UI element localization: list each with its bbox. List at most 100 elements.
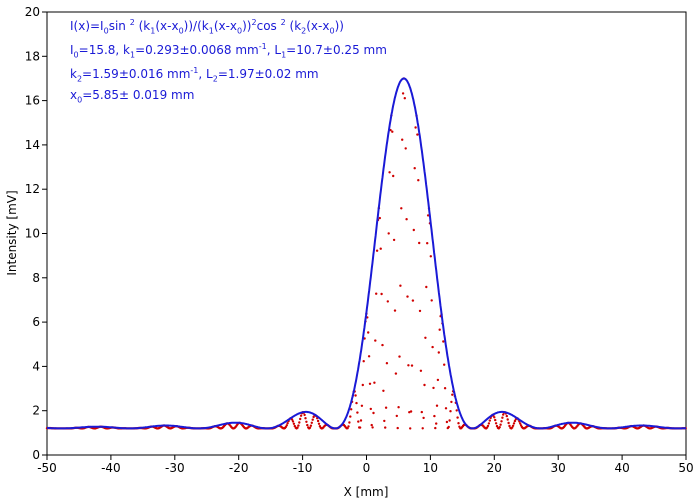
- y-tick-label: 14: [25, 138, 40, 152]
- data-point: [455, 409, 458, 412]
- data-point: [435, 422, 438, 425]
- data-point: [374, 339, 377, 342]
- data-point: [426, 214, 430, 217]
- x-tick-label: 50: [678, 461, 693, 475]
- data-point: [370, 423, 373, 427]
- data-point: [367, 331, 370, 334]
- data-point: [425, 285, 428, 289]
- data-point: [488, 419, 491, 422]
- data-point: [286, 422, 289, 425]
- data-point: [348, 421, 351, 424]
- data-point: [393, 309, 397, 312]
- y-axis-label: Intensity [mV]: [5, 190, 19, 275]
- data-point: [378, 216, 381, 220]
- data-point: [432, 386, 435, 390]
- data-point: [450, 400, 453, 404]
- data-point: [407, 364, 410, 367]
- data-point: [303, 413, 306, 417]
- data-point: [401, 138, 404, 141]
- data-point: [372, 411, 375, 415]
- x-tick-label: -40: [101, 461, 121, 475]
- data-point: [505, 414, 508, 418]
- data-point: [359, 419, 363, 422]
- data-point: [498, 426, 501, 429]
- data-point: [382, 389, 385, 392]
- fit-params-line-1: I0=15.8, k1=0.293±0.0068 mm-1, L1=10.7±0…: [70, 42, 387, 60]
- data-point: [299, 417, 302, 421]
- data-point: [311, 418, 314, 421]
- data-point: [304, 417, 307, 420]
- x-tick-label: -20: [229, 461, 249, 475]
- data-point: [493, 416, 496, 419]
- y-tick-label: 2: [32, 404, 40, 418]
- data-point: [396, 426, 399, 430]
- data-point: [508, 424, 511, 428]
- data-point: [386, 300, 389, 303]
- data-point: [401, 92, 405, 95]
- data-point: [306, 423, 309, 427]
- plot-area: [46, 11, 687, 456]
- axis-ticks: -50 -40 -30 -20 -10 0 10 20 30 40 50 0 2 4 6 8 10 12 14 16 1…: [25, 5, 694, 475]
- data-point: [405, 218, 408, 221]
- data-point: [426, 242, 429, 245]
- data-point: [357, 420, 360, 423]
- y-tick-label: 4: [32, 359, 40, 373]
- data-point: [297, 424, 300, 427]
- y-tick-label: 20: [25, 5, 40, 19]
- data-point: [507, 421, 510, 425]
- data-point: [437, 351, 440, 354]
- data-point: [298, 421, 301, 424]
- data-point: [423, 383, 426, 387]
- data-point: [316, 419, 320, 423]
- data-point: [501, 416, 504, 419]
- data-point: [346, 427, 349, 430]
- data-point: [381, 343, 384, 347]
- data-point: [447, 425, 450, 429]
- data-point: [431, 345, 434, 349]
- data-point: [511, 424, 515, 427]
- data-point: [403, 97, 406, 100]
- fit-formula: I(x)=I0sin 2 (k1(x-x0))/(k1(x-x0))2cos 2…: [70, 18, 344, 36]
- data-point: [395, 414, 398, 418]
- data-point: [354, 394, 357, 397]
- x-tick-label: 30: [551, 461, 566, 475]
- fit-curve: [46, 77, 687, 430]
- x-tick-label: -10: [293, 461, 313, 475]
- data-point: [422, 416, 425, 420]
- data-point: [292, 422, 296, 425]
- data-point: [385, 362, 389, 365]
- data-point: [305, 420, 308, 423]
- data-point: [513, 419, 517, 423]
- data-point: [285, 424, 288, 427]
- data-point: [361, 383, 364, 387]
- data-point: [408, 411, 411, 414]
- data-point: [369, 407, 372, 411]
- data-point: [379, 247, 382, 250]
- data-point: [373, 381, 376, 384]
- data-point: [362, 360, 365, 363]
- x-tick-label: -30: [165, 461, 185, 475]
- data-point: [355, 401, 358, 405]
- data-point: [310, 421, 313, 424]
- data-point: [387, 232, 390, 235]
- data-point: [457, 422, 460, 425]
- data-point: [367, 355, 371, 358]
- data-point: [388, 171, 391, 174]
- data-point: [309, 424, 313, 427]
- data-point: [392, 174, 395, 178]
- data-point: [350, 408, 353, 411]
- data-point: [418, 309, 422, 313]
- data-point: [410, 364, 414, 367]
- y-tick-label: 6: [32, 315, 40, 329]
- data-point: [392, 238, 396, 242]
- y-tick-label: 12: [25, 182, 40, 196]
- x-tick-label: -50: [37, 461, 57, 475]
- data-point: [384, 426, 387, 429]
- data-point: [448, 419, 451, 422]
- data-point: [368, 382, 372, 385]
- data-point: [399, 284, 402, 287]
- data-point: [406, 295, 409, 298]
- y-tick-label: 10: [25, 227, 40, 241]
- data-point: [291, 420, 295, 423]
- data-point: [394, 372, 398, 375]
